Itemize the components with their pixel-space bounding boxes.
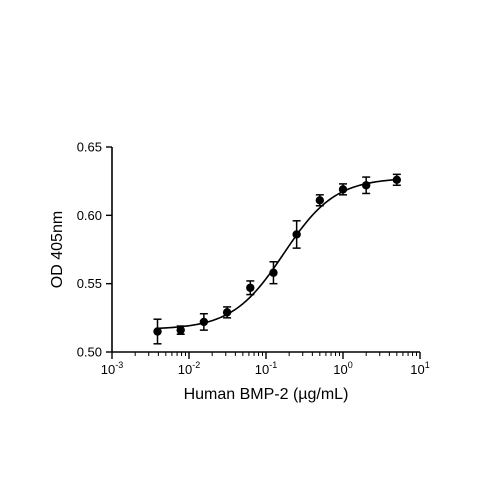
data-point: [315, 196, 325, 205]
data-point: [338, 185, 348, 194]
fit-curve: [157, 178, 397, 330]
data-point: [176, 325, 185, 335]
y-tick-label: 0.60: [77, 208, 102, 223]
data-point: [246, 283, 255, 292]
data-point: [361, 181, 371, 190]
data-point: [292, 230, 301, 239]
y-axis-title: OD 405nm: [49, 211, 66, 288]
y-tick-label: 0.65: [77, 140, 102, 155]
y-tick-label: 0.55: [77, 276, 102, 291]
x-axis-ticks: 10-3 10-2 10-1 100 101: [101, 352, 430, 377]
x-tick-label: 101: [410, 360, 429, 377]
y-axis-ticks: 0.50 0.55 0.60 0.65: [77, 140, 112, 360]
data-point: [199, 317, 209, 327]
plot-area: [153, 173, 402, 345]
y-tick-label: 0.50: [77, 345, 102, 360]
x-tick-label: 10-1: [255, 360, 277, 377]
data-point: [269, 268, 278, 277]
data-point: [392, 175, 402, 184]
x-tick-label: 100: [333, 360, 352, 377]
x-axis-title: Human BMP-2 (µg/mL): [184, 386, 349, 403]
data-point: [222, 308, 232, 317]
data-point: [153, 327, 162, 336]
x-tick-label: 10-2: [178, 360, 200, 377]
x-tick-label: 10-3: [101, 360, 123, 377]
